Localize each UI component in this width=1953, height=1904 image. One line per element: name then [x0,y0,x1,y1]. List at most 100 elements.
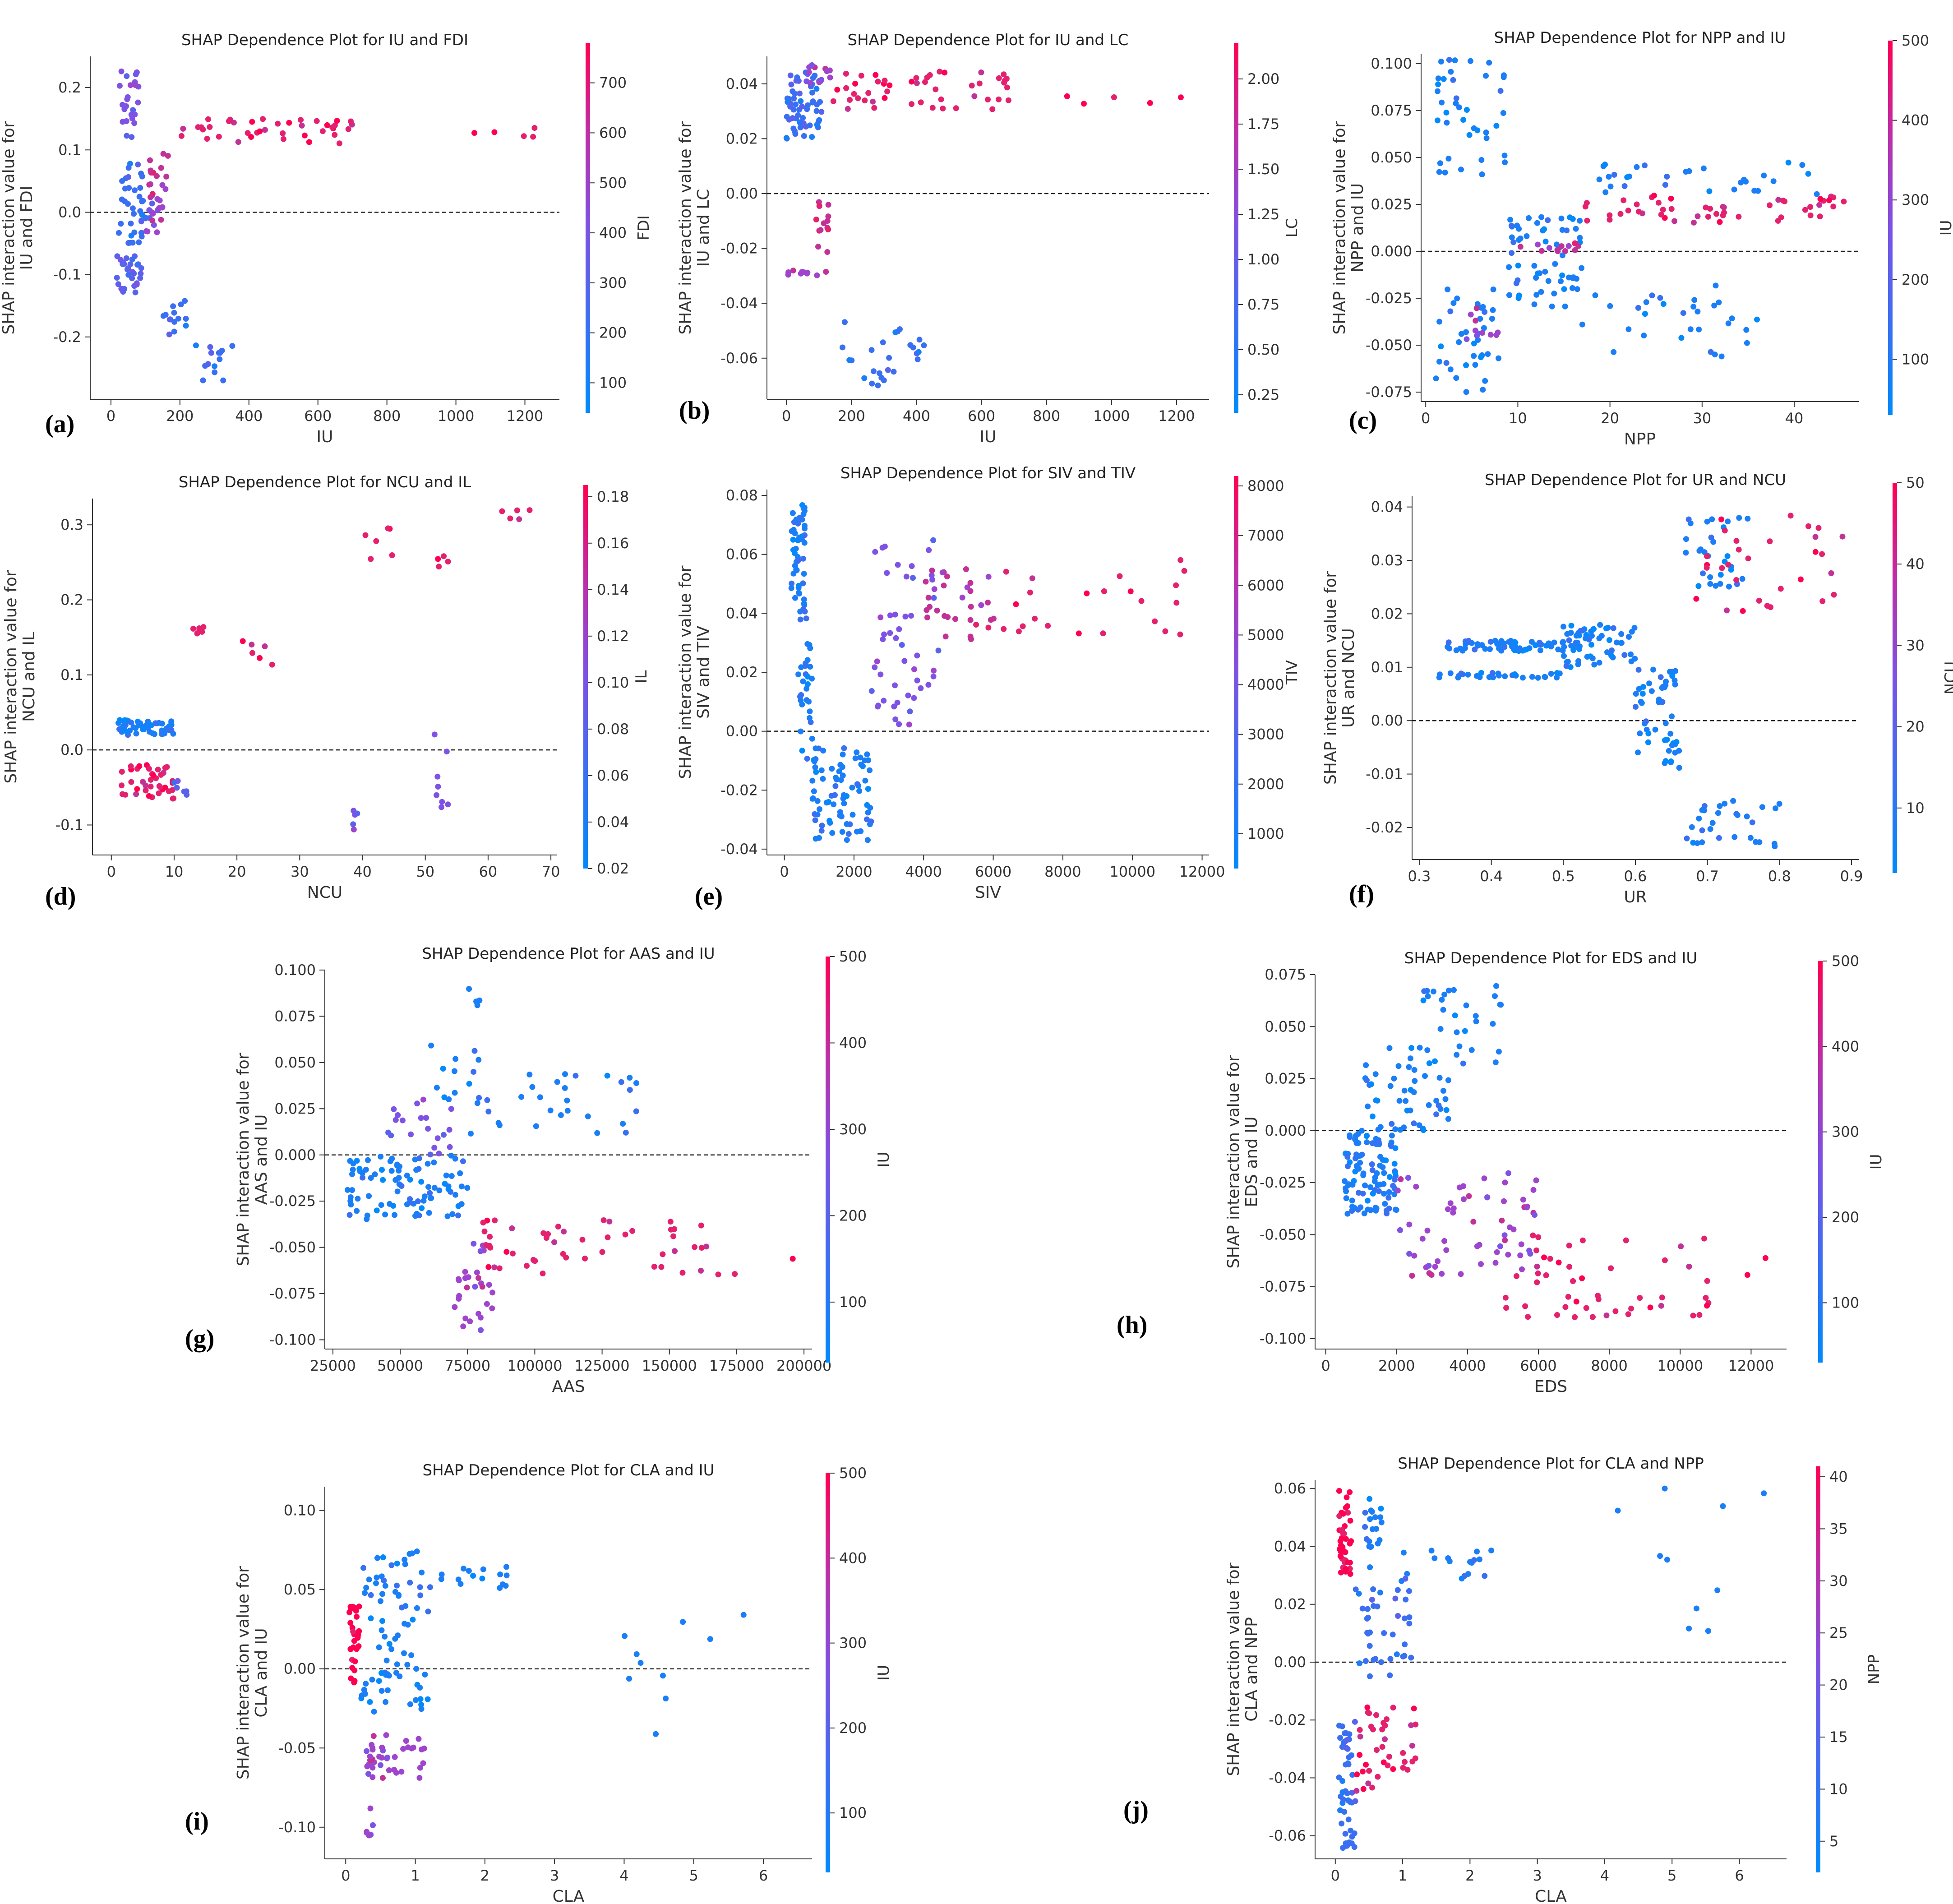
data-point [414,1605,420,1611]
data-point [436,1151,442,1157]
data-point [1342,1730,1348,1737]
data-point [1562,303,1568,310]
data-point [807,715,813,721]
data-point [371,1709,377,1715]
y-tick-label: 0.04 [1371,499,1403,516]
data-point [812,817,818,823]
data-point [249,119,255,125]
y-tick-label: -0.2 [53,328,81,346]
data-point [1355,1131,1361,1137]
data-point [356,1165,363,1172]
data-point [1444,120,1450,126]
data-point [825,213,831,220]
data-point [1364,1197,1371,1204]
data-point [441,553,447,559]
x-tick-label: 50 [416,863,434,880]
data-point [119,769,125,775]
data-point [1569,285,1575,291]
data-point [1728,567,1734,573]
data-point [402,1561,408,1567]
data-point [926,547,932,553]
data-point [1684,835,1690,841]
data-point [925,595,932,601]
data-point [1407,1055,1413,1062]
data-point [1704,553,1710,559]
data-point [826,67,833,74]
data-point [1610,625,1616,631]
data-point [867,805,873,811]
data-point [416,1775,423,1781]
data-point [1356,1660,1362,1666]
data-point [1797,576,1804,582]
data-point [1377,1181,1383,1188]
data-point [456,1296,462,1302]
data-point [855,95,861,102]
data-point [439,799,445,805]
colorbar-tick-label: 500 [839,1465,867,1482]
data-point [1045,623,1051,629]
data-point [1408,1654,1414,1661]
data-point [136,239,142,245]
data-point [895,562,901,568]
data-point [146,207,152,213]
data-point [1406,1221,1413,1228]
data-point [418,1706,425,1712]
data-point [1647,1304,1653,1311]
data-point [1731,186,1737,193]
data-point [196,625,203,631]
data-point [487,1234,493,1240]
data-point [1432,1058,1438,1064]
data-point [1669,742,1675,749]
data-point [351,1678,358,1684]
data-point [116,230,122,236]
data-point [1101,588,1107,594]
y-tick-label: 0.03 [1371,552,1403,569]
data-point [410,1744,416,1751]
data-point [149,217,156,224]
data-point [381,1577,387,1584]
data-point [1456,1184,1463,1191]
data-point [1632,656,1638,662]
data-point [891,369,897,375]
data-point [660,1673,666,1679]
data-point [171,795,177,802]
colorbar-tick-label: 500 [599,174,627,191]
data-point [1001,626,1007,632]
data-point [415,1198,421,1204]
data-point [455,1212,461,1219]
data-point [349,1665,356,1671]
data-point [1690,1312,1696,1319]
data-point [703,1243,710,1250]
data-point [1736,213,1742,220]
colorbar-label: IU [875,1152,893,1168]
data-point [1529,674,1535,680]
data-point [1401,1087,1408,1094]
data-point [516,516,522,522]
data-point [383,1672,389,1678]
data-point [916,337,923,343]
colorbar-tick-label: 10 [1906,799,1925,817]
data-point [417,1584,423,1590]
data-point [399,1117,406,1123]
data-point [1767,202,1773,208]
data-point [1545,278,1551,284]
data-point [207,124,213,130]
data-point [740,1612,747,1618]
data-point [870,368,877,374]
data-point [798,664,804,670]
data-point [793,101,799,107]
colorbar-tick-label: 1000 [1247,825,1284,842]
colorbar-tick-label: 0.25 [1247,386,1279,403]
data-point [1841,199,1847,205]
data-point [1802,207,1808,213]
data-point [1341,1530,1347,1537]
data-point [1464,107,1470,113]
data-point [1390,1183,1396,1189]
data-point [140,726,146,732]
data-point [803,685,810,692]
data-point [1678,335,1685,341]
data-point [425,1696,431,1702]
data-point [1483,129,1489,135]
data-point [1438,59,1444,65]
data-point [1477,316,1483,322]
